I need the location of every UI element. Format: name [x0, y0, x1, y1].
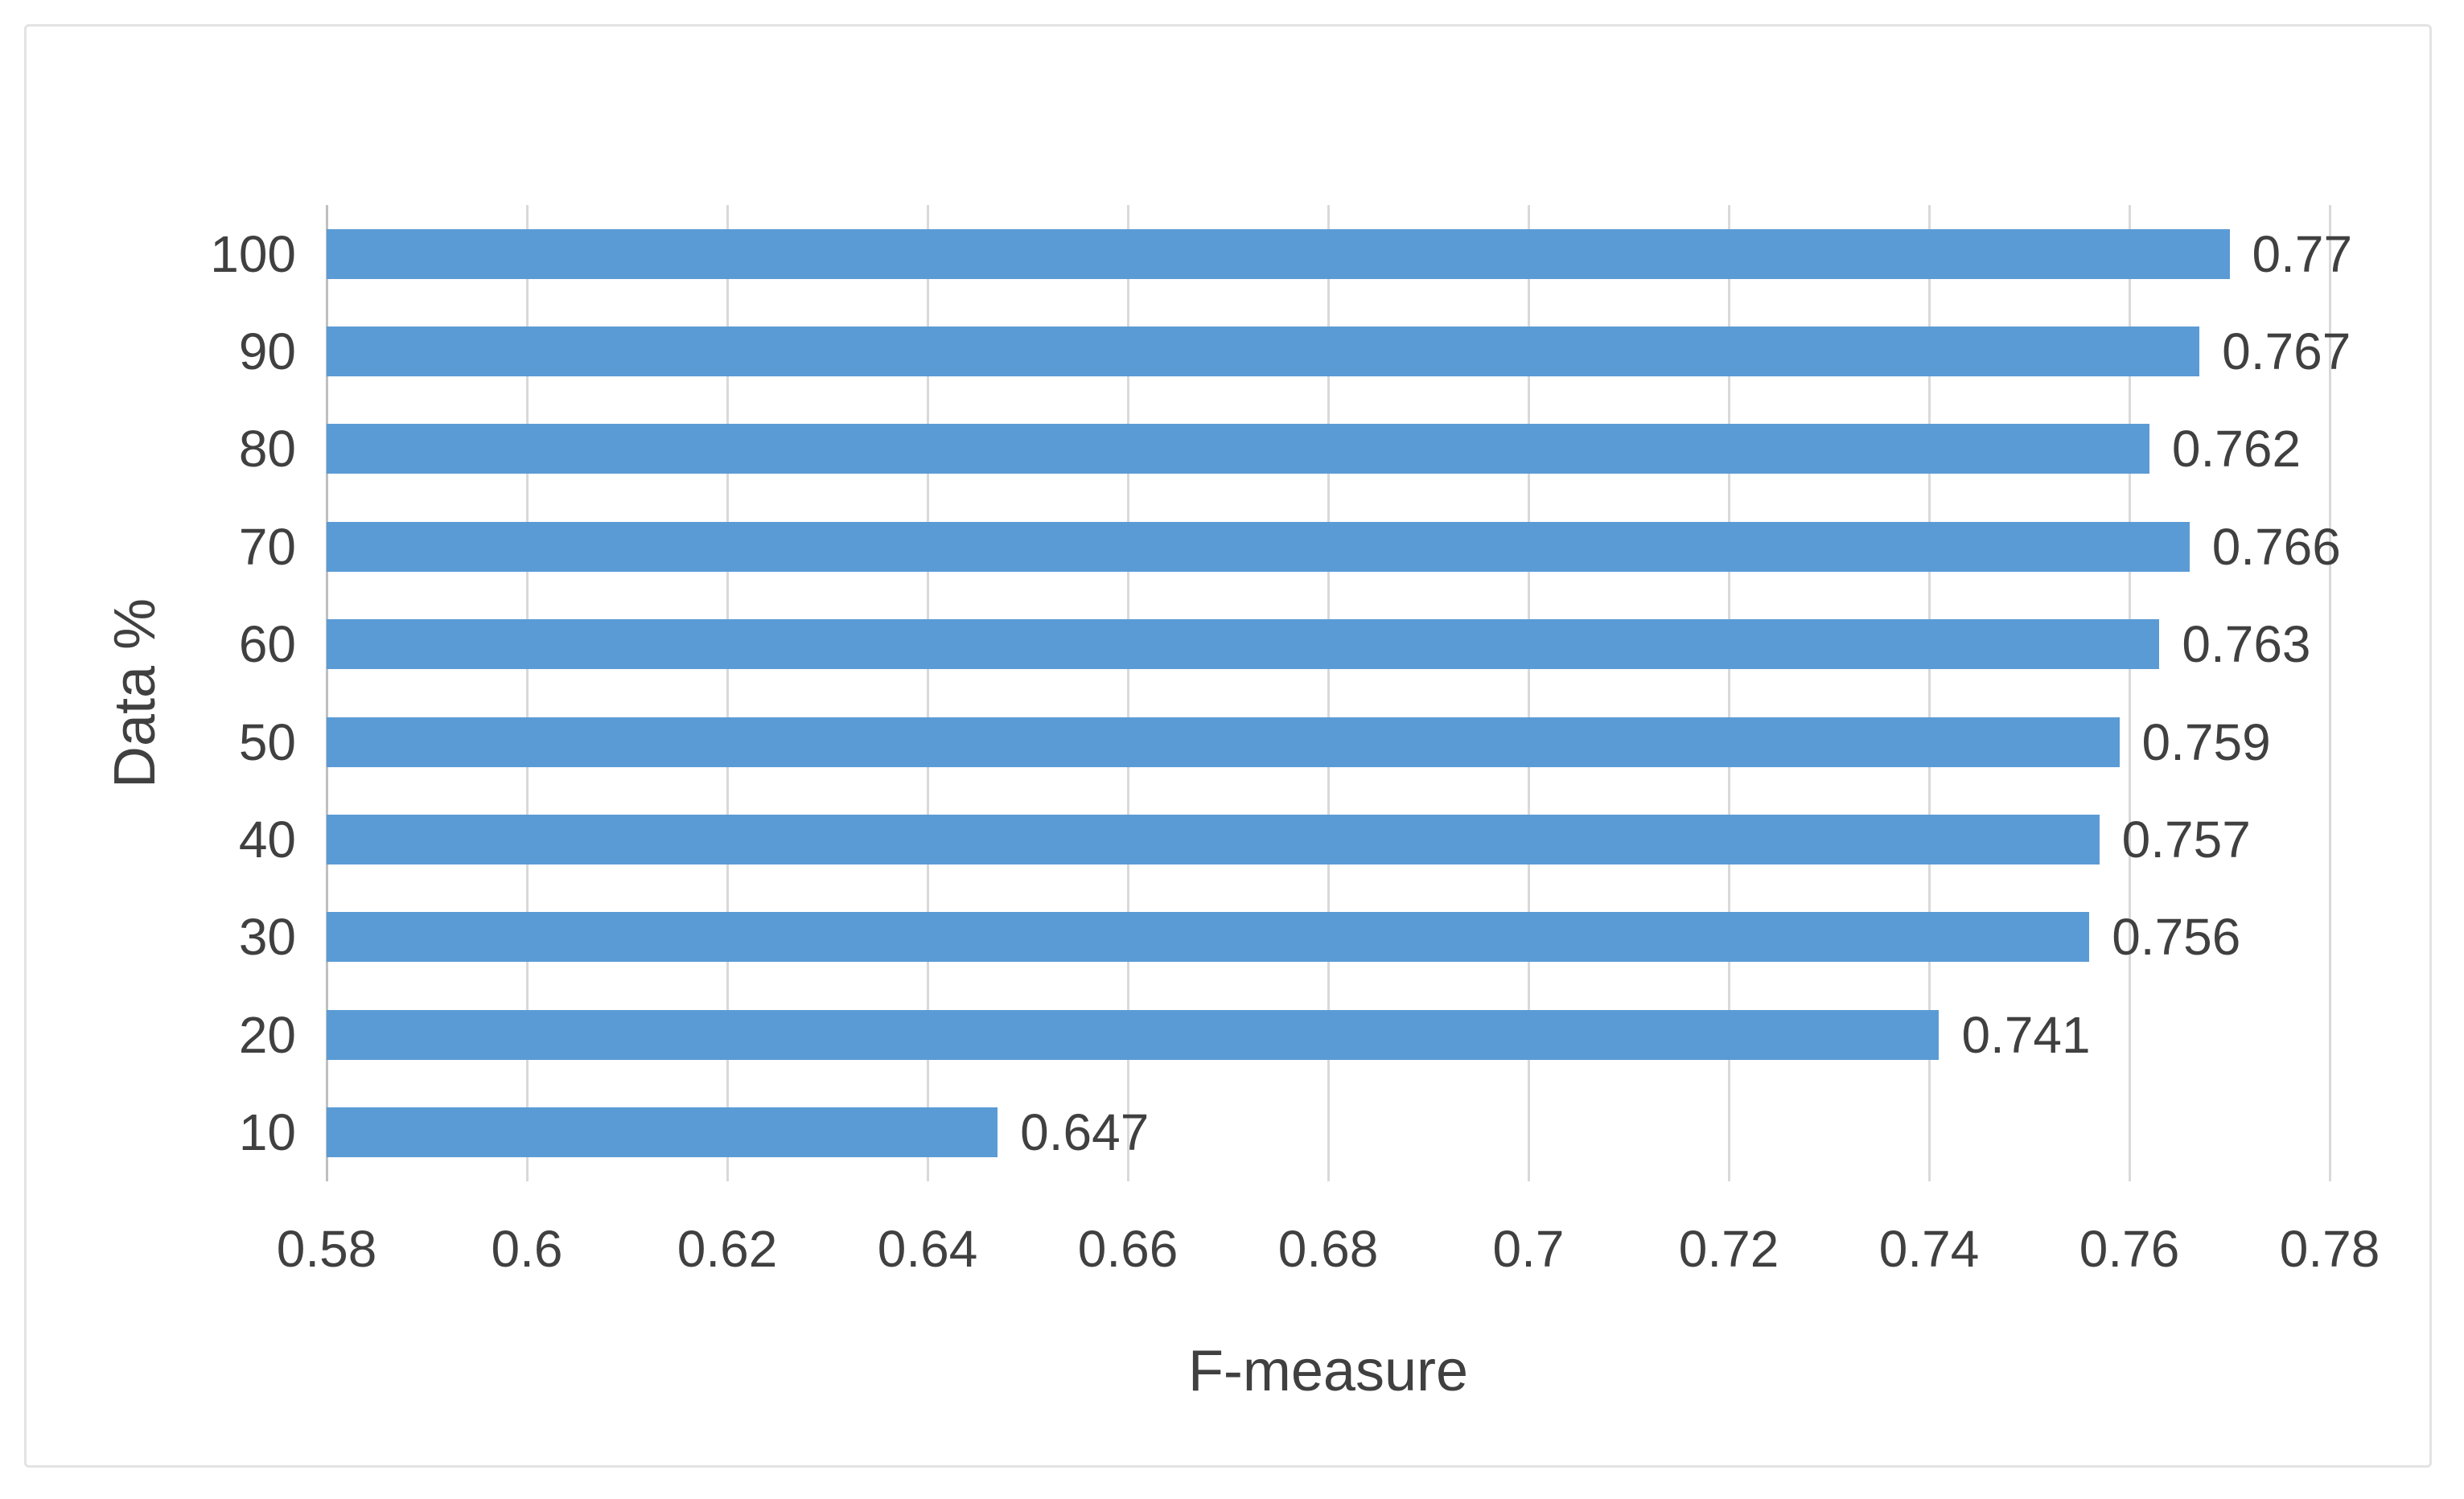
x-tick-label: 0.68: [1277, 1220, 1379, 1278]
bar-value-label: 0.741: [1961, 1005, 2091, 1064]
bar-row: 0.759: [327, 693, 2330, 791]
x-tick-label: 0.72: [1678, 1220, 1779, 1278]
x-tick-label: 0.64: [877, 1220, 978, 1278]
y-category-label: 90: [238, 322, 296, 381]
bar-row: 0.77: [327, 205, 2352, 302]
y-axis-category-labels: 100 90 80 70 60 50 40 30 20 10: [0, 205, 296, 1181]
bar: [327, 228, 2230, 279]
bar-value-label: 0.767: [2222, 322, 2351, 381]
vertical-gridline: [2329, 205, 2331, 1181]
x-tick-label: 0.66: [1077, 1220, 1179, 1278]
x-tick-label: 0.58: [276, 1220, 377, 1278]
bar-row: 0.756: [327, 889, 2330, 986]
plot-area: 0.77 0.767 0.762 0.766 0.763 0.759 0.757 0.756 0…: [326, 205, 2352, 1181]
vertical-gridline: [726, 205, 729, 1181]
y-category-label: 30: [238, 908, 296, 967]
bar: [327, 1009, 1940, 1060]
y-category-label: 40: [238, 811, 296, 869]
bar-row: 0.766: [327, 498, 2341, 595]
vertical-gridline: [526, 205, 529, 1181]
bar-row: 0.741: [327, 986, 2330, 1083]
vertical-gridline: [927, 205, 929, 1181]
x-axis-title: F-measure: [1187, 1339, 1469, 1403]
bar-row: 0.763: [327, 596, 2330, 693]
bar-value-label: 0.763: [2182, 615, 2311, 674]
vertical-gridline: [1728, 205, 1730, 1181]
y-category-label: 60: [238, 615, 296, 674]
bar: [327, 1107, 998, 1158]
y-axis-line: [326, 205, 328, 1181]
bar-row: 0.647: [327, 1084, 2330, 1181]
vertical-gridline: [1327, 205, 1330, 1181]
x-tick-label: 0.78: [2279, 1220, 2380, 1278]
bar: [327, 326, 2200, 377]
bar: [327, 717, 2120, 767]
x-axis-tick-labels: 0.58 0.6 0.62 0.64 0.66 0.68 0.7 0.72 0.74 0.76 0.…: [277, 1219, 2380, 1292]
bar-value-label: 0.766: [2211, 517, 2341, 576]
bar-value-label: 0.762: [2171, 420, 2302, 478]
x-tick-label: 0.7: [1492, 1220, 1565, 1278]
bar: [327, 424, 2149, 474]
bar-value-label: 0.647: [1020, 1103, 1150, 1162]
vertical-gridline: [1528, 205, 1530, 1181]
y-category-label: 20: [238, 1005, 296, 1064]
bar-row: 0.767: [327, 302, 2351, 400]
y-category-label: 70: [238, 517, 296, 576]
x-tick-label: 0.6: [491, 1220, 563, 1278]
vertical-gridline: [1127, 205, 1129, 1181]
vertical-gridline: [1928, 205, 1931, 1181]
x-tick-label: 0.74: [1878, 1220, 1980, 1278]
bar: [327, 619, 2160, 670]
bar-value-label: 0.759: [2141, 713, 2271, 771]
bar-row: 0.762: [327, 400, 2330, 498]
bar: [327, 521, 2190, 572]
bar-value-label: 0.77: [2252, 224, 2353, 283]
y-category-label: 50: [238, 713, 296, 771]
vertical-gridline: [2129, 205, 2131, 1181]
bar: [327, 912, 2090, 963]
y-category-label: 10: [238, 1103, 296, 1162]
bar-value-label: 0.757: [2121, 811, 2251, 869]
bar-value-label: 0.756: [2112, 908, 2241, 967]
y-category-label: 100: [210, 224, 296, 283]
y-category-label: 80: [238, 420, 296, 478]
bar: [327, 815, 2100, 865]
bar-row: 0.757: [327, 791, 2330, 888]
x-tick-label: 0.76: [2079, 1220, 2180, 1278]
x-tick-label: 0.62: [677, 1220, 778, 1278]
